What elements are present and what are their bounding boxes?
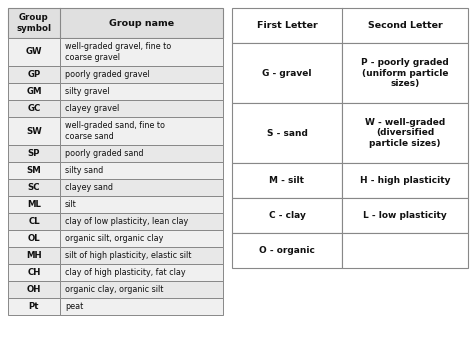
Bar (232, 43, 342, 103)
Text: G - gravel: G - gravel (262, 69, 312, 77)
Text: peat: peat (65, 302, 83, 311)
Bar (8, 83, 60, 100)
Bar (8, 281, 60, 298)
Bar (8, 162, 60, 179)
Bar (342, 233, 468, 268)
Text: Pt: Pt (29, 302, 39, 311)
Bar (8, 298, 60, 315)
Text: Second Letter: Second Letter (368, 21, 442, 30)
Text: GW: GW (26, 48, 42, 56)
Text: SP: SP (28, 149, 40, 158)
Bar (8, 100, 60, 117)
Text: CH: CH (27, 268, 41, 277)
Bar (60, 298, 223, 315)
Text: silty gravel: silty gravel (65, 87, 109, 96)
Bar (342, 103, 468, 163)
Text: clay of high plasticity, fat clay: clay of high plasticity, fat clay (65, 268, 186, 277)
Text: MH: MH (26, 251, 42, 260)
Text: silt of high plasticity, elastic silt: silt of high plasticity, elastic silt (65, 251, 191, 260)
Text: L - low plasticity: L - low plasticity (363, 211, 447, 220)
Text: GP: GP (27, 70, 41, 79)
Bar (8, 196, 60, 213)
Bar (60, 162, 223, 179)
Text: GC: GC (27, 104, 41, 113)
Bar (232, 103, 342, 163)
Bar (342, 163, 468, 198)
Bar (8, 8, 223, 38)
Text: O - organic: O - organic (259, 246, 315, 255)
Text: silt: silt (65, 200, 77, 209)
Text: ML: ML (27, 200, 41, 209)
Text: W - well-graded
(diversified
particle sizes): W - well-graded (diversified particle si… (365, 118, 445, 148)
Text: Group name: Group name (109, 18, 174, 27)
Text: clayey sand: clayey sand (65, 183, 113, 192)
Bar (8, 38, 60, 66)
Bar (60, 145, 223, 162)
Bar (60, 281, 223, 298)
Text: M - silt: M - silt (270, 176, 304, 185)
Text: poorly graded gravel: poorly graded gravel (65, 70, 150, 79)
Text: Group
symbol: Group symbol (17, 13, 52, 33)
Bar (8, 264, 60, 281)
Text: well-graded sand, fine to
coarse sand: well-graded sand, fine to coarse sand (65, 121, 165, 141)
Text: poorly graded sand: poorly graded sand (65, 149, 144, 158)
Text: S - sand: S - sand (266, 129, 308, 137)
Bar (60, 117, 223, 145)
Text: CL: CL (28, 217, 40, 226)
Bar (342, 43, 468, 103)
Text: SC: SC (28, 183, 40, 192)
Text: clay of low plasticity, lean clay: clay of low plasticity, lean clay (65, 217, 188, 226)
Bar (60, 100, 223, 117)
Text: OL: OL (27, 234, 40, 243)
Text: organic silt, organic clay: organic silt, organic clay (65, 234, 164, 243)
Bar (60, 247, 223, 264)
Text: P - poorly graded
(uniform particle
sizes): P - poorly graded (uniform particle size… (361, 58, 449, 88)
Bar (60, 213, 223, 230)
Text: C - clay: C - clay (269, 211, 305, 220)
Bar (232, 163, 342, 198)
Text: clayey gravel: clayey gravel (65, 104, 119, 113)
Bar (8, 66, 60, 83)
Bar (8, 117, 60, 145)
Bar (60, 230, 223, 247)
Text: SW: SW (26, 126, 42, 136)
Text: First Letter: First Letter (256, 21, 318, 30)
Bar (60, 83, 223, 100)
Text: H - high plasticity: H - high plasticity (360, 176, 450, 185)
Bar (60, 264, 223, 281)
Bar (232, 8, 468, 43)
Bar (232, 233, 342, 268)
Bar (60, 179, 223, 196)
Bar (232, 198, 342, 233)
Bar (342, 198, 468, 233)
Bar (8, 179, 60, 196)
Bar (60, 196, 223, 213)
Text: GM: GM (26, 87, 42, 96)
Text: silty sand: silty sand (65, 166, 103, 175)
Text: SM: SM (27, 166, 41, 175)
Bar (8, 213, 60, 230)
Bar (60, 38, 223, 66)
Text: organic clay, organic silt: organic clay, organic silt (65, 285, 164, 294)
Bar (8, 145, 60, 162)
Text: well-graded gravel, fine to
coarse gravel: well-graded gravel, fine to coarse grave… (65, 42, 171, 62)
Text: OH: OH (27, 285, 41, 294)
Bar (8, 247, 60, 264)
Bar (60, 66, 223, 83)
Bar (8, 230, 60, 247)
